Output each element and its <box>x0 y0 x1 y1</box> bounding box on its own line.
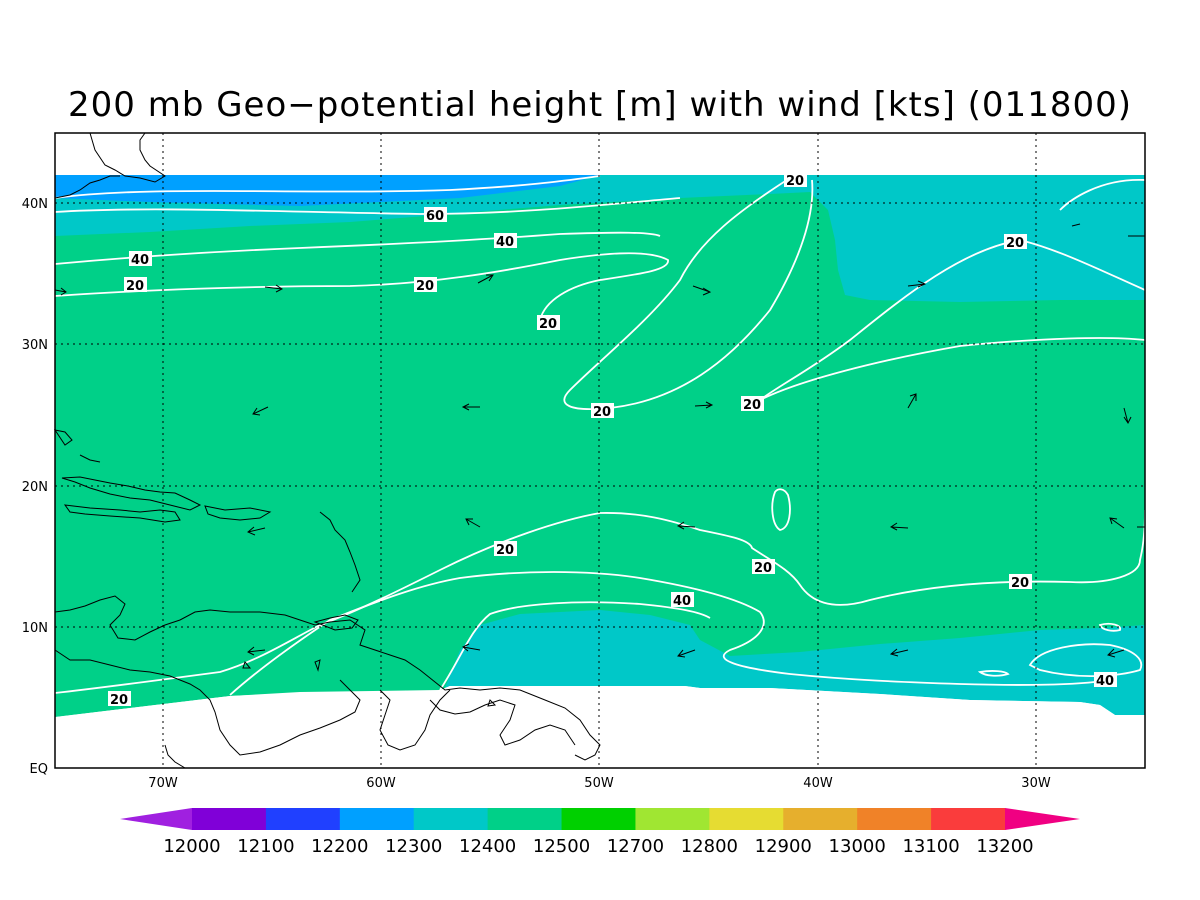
colorbar-swatch <box>487 808 563 830</box>
lat-tick-label: 30N <box>22 338 48 353</box>
colorbar-label: 12100 <box>237 836 294 857</box>
colorbar-label: 12400 <box>459 836 516 857</box>
colorbar-label: 12700 <box>607 836 664 857</box>
svg-text:20: 20 <box>496 543 514 558</box>
colorbar-swatch <box>1005 808 1080 830</box>
svg-text:40: 40 <box>673 594 691 609</box>
colorbar: 12000 12100 12200 12300 12400 12500 12700 12800… <box>120 808 1080 857</box>
contour-label: 20 <box>124 277 147 294</box>
colorbar-label: 13000 <box>829 836 886 857</box>
svg-text:20: 20 <box>1006 236 1024 251</box>
contour-label: 40 <box>494 233 517 250</box>
field-green <box>55 192 1145 717</box>
grid <box>55 133 1145 768</box>
colorbar-swatch <box>192 808 267 830</box>
colorbar-label: 12300 <box>385 836 442 857</box>
colorbar-swatch <box>709 808 784 830</box>
svg-text:20: 20 <box>126 279 144 294</box>
colorbar-swatch <box>635 808 710 830</box>
colorbar-swatch <box>120 808 192 830</box>
contour-label: 40 <box>129 251 152 268</box>
contour-label: 40 <box>1094 672 1117 689</box>
colorbar-label: 12200 <box>311 836 368 857</box>
lon-tick-label: 60W <box>366 776 396 791</box>
colorbar-label: 12500 <box>533 836 590 857</box>
contour-label: 20 <box>741 396 764 413</box>
svg-text:20: 20 <box>416 279 434 294</box>
lat-tick-label: 20N <box>22 480 48 495</box>
coastlines <box>53 132 601 769</box>
colorbar-label: 13200 <box>976 836 1033 857</box>
map-title: 200 mb Geo−potential height [m] with win… <box>68 85 1132 125</box>
svg-text:20: 20 <box>743 398 761 413</box>
colorbar-swatch <box>783 808 858 830</box>
lon-tick-label: 50W <box>584 776 614 791</box>
contour-label: 20 <box>752 559 775 576</box>
lat-axis: 40N 30N 20N 10N EQ <box>22 197 48 777</box>
colorbar-label: 12000 <box>163 836 220 857</box>
contour-label: 40 <box>671 592 694 609</box>
svg-text:60: 60 <box>426 209 444 224</box>
lon-tick-label: 40W <box>803 776 833 791</box>
field-nodata <box>55 686 1145 768</box>
svg-text:20: 20 <box>1011 576 1029 591</box>
lon-axis: 70W 60W 50W 40W 30W <box>148 776 1051 791</box>
contour-label: 20 <box>1009 574 1032 591</box>
plot-frame <box>54 132 1146 769</box>
wind-arrows <box>54 223 1145 658</box>
lat-tick-label: 40N <box>22 197 48 212</box>
lon-tick-label: 70W <box>148 776 178 791</box>
lat-tick-label: EQ <box>30 762 48 777</box>
svg-text:20: 20 <box>786 174 804 189</box>
contour-label: 60 <box>424 207 447 224</box>
svg-text:40: 40 <box>496 235 514 250</box>
contour-label: 20 <box>537 315 560 332</box>
colorbar-swatch <box>931 808 1006 830</box>
colorbar-label: 12900 <box>755 836 812 857</box>
svg-text:20: 20 <box>754 561 772 576</box>
svg-text:20: 20 <box>593 405 611 420</box>
contour-label: 20 <box>784 172 807 189</box>
colorbar-swatch <box>413 808 489 830</box>
contour-label: 20 <box>591 403 614 420</box>
colorbar-swatch <box>857 808 932 830</box>
contour-label: 20 <box>108 691 131 708</box>
contour-labels: 20 60 40 40 20 20 20 20 20 20 20 20 20 4… <box>108 172 1117 708</box>
lon-tick-label: 30W <box>1021 776 1051 791</box>
plot-area: 20 60 40 40 20 20 20 20 20 20 20 20 20 4… <box>53 132 1146 769</box>
contour-label: 20 <box>1004 234 1027 251</box>
svg-text:20: 20 <box>110 693 128 708</box>
contour-label: 20 <box>494 541 517 558</box>
contour-label: 20 <box>414 277 437 294</box>
svg-text:20: 20 <box>539 317 557 332</box>
colorbar-label: 13100 <box>902 836 959 857</box>
colorbar-swatch <box>339 808 415 830</box>
svg-text:40: 40 <box>1096 674 1114 689</box>
svg-text:40: 40 <box>131 253 149 268</box>
field-blue <box>55 175 600 206</box>
colorbar-swatch <box>561 808 636 830</box>
lat-tick-label: 10N <box>22 621 48 636</box>
colorbar-swatch <box>265 808 341 830</box>
colorbar-label: 12800 <box>681 836 738 857</box>
